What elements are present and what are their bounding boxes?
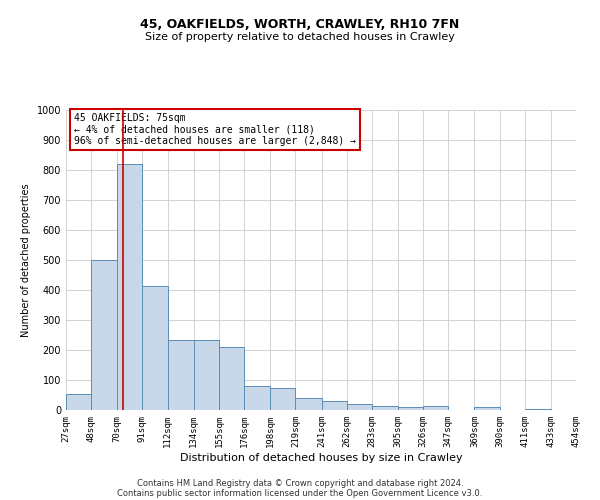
Bar: [475, 407, 500, 410]
Bar: [91, 260, 118, 410]
Bar: [347, 404, 372, 410]
Bar: [142, 286, 167, 410]
Bar: [167, 340, 194, 410]
Bar: [398, 407, 423, 410]
Bar: [219, 347, 244, 410]
Bar: [66, 394, 91, 410]
Text: Contains public sector information licensed under the Open Government Licence v3: Contains public sector information licen…: [118, 488, 482, 498]
Bar: [295, 398, 322, 410]
Text: 45, OAKFIELDS, WORTH, CRAWLEY, RH10 7FN: 45, OAKFIELDS, WORTH, CRAWLEY, RH10 7FN: [140, 18, 460, 30]
Bar: [524, 408, 551, 410]
Text: 45 OAKFIELDS: 75sqm
← 4% of detached houses are smaller (118)
96% of semi-detach: 45 OAKFIELDS: 75sqm ← 4% of detached hou…: [74, 113, 356, 146]
Bar: [194, 340, 219, 410]
Y-axis label: Number of detached properties: Number of detached properties: [21, 183, 31, 337]
Bar: [118, 164, 142, 410]
Bar: [270, 388, 295, 410]
Text: Contains HM Land Registry data © Crown copyright and database right 2024.: Contains HM Land Registry data © Crown c…: [137, 478, 463, 488]
Bar: [372, 406, 398, 410]
Bar: [244, 386, 270, 410]
X-axis label: Distribution of detached houses by size in Crawley: Distribution of detached houses by size …: [179, 452, 463, 462]
Bar: [423, 406, 448, 410]
Bar: [322, 401, 347, 410]
Text: Size of property relative to detached houses in Crawley: Size of property relative to detached ho…: [145, 32, 455, 42]
